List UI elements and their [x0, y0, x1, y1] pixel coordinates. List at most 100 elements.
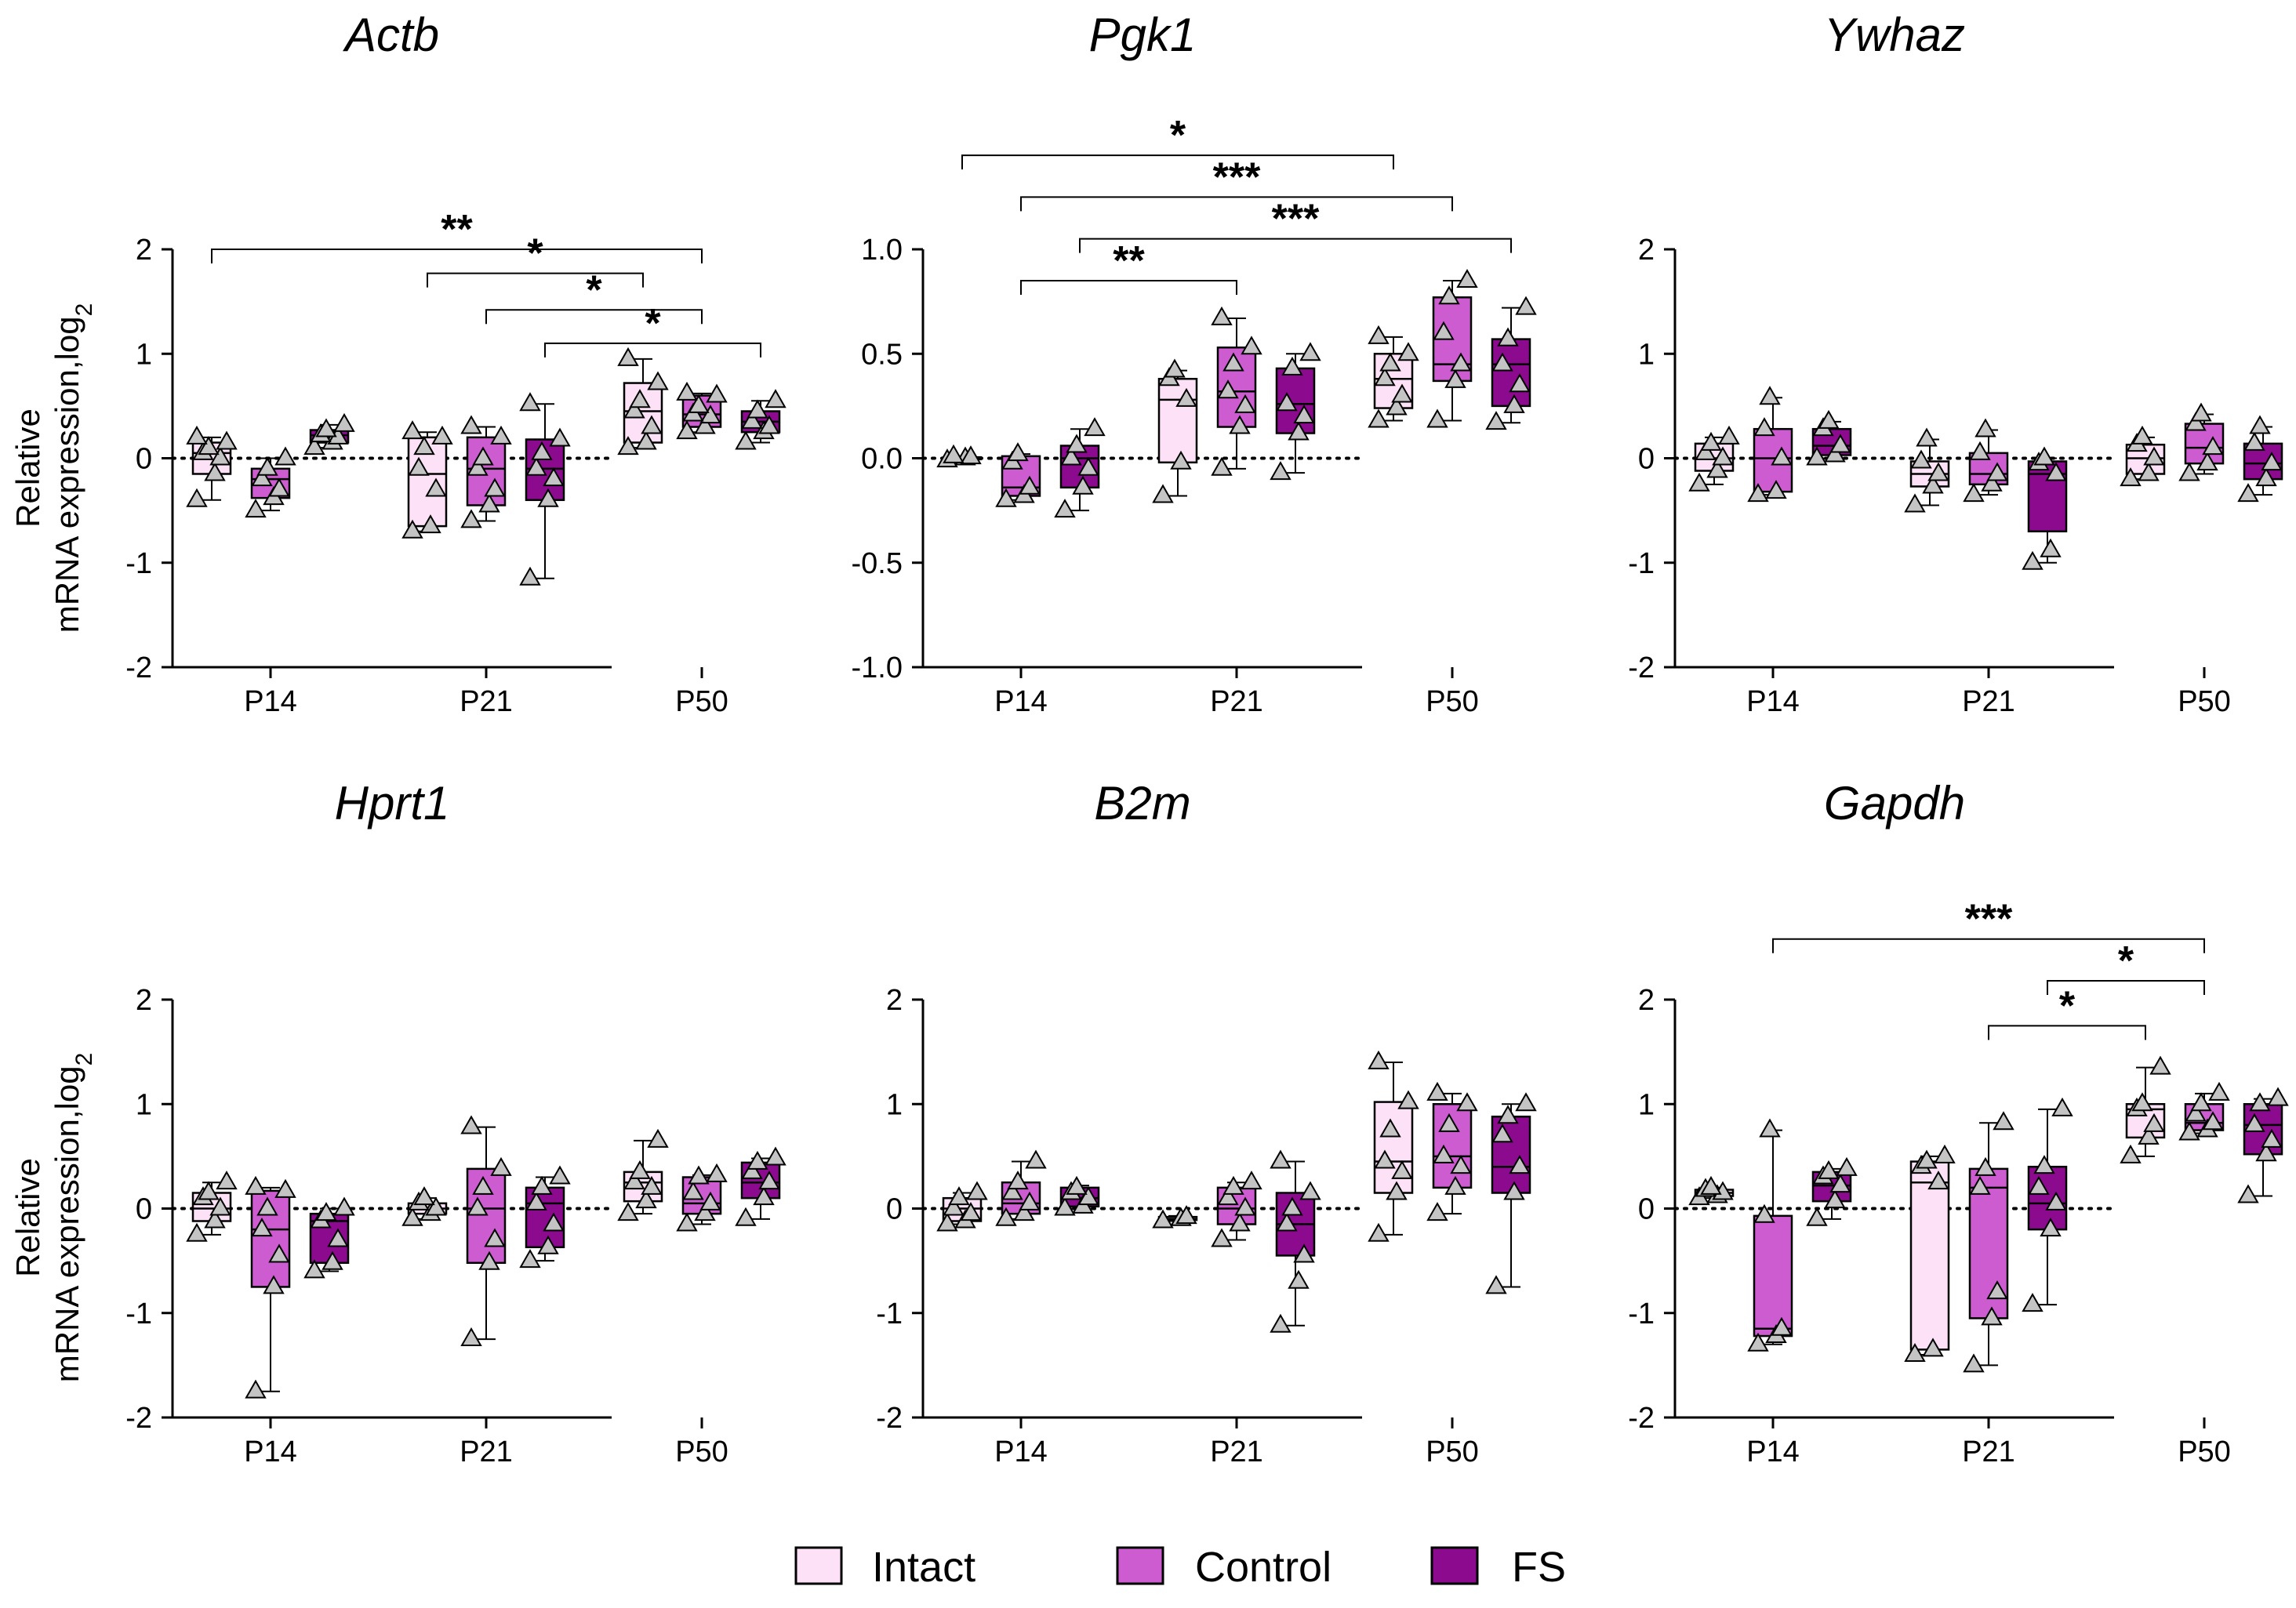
- data-point: [1993, 1111, 2014, 1131]
- data-point: [1397, 342, 1419, 361]
- box-intact-p21: [1152, 1205, 1198, 1229]
- significance-label: **: [441, 207, 473, 252]
- y-tick-label: -1: [1628, 1298, 1655, 1330]
- significance-label: *: [2118, 938, 2134, 984]
- box-fs-p21: [2022, 446, 2068, 570]
- chart-title: Hprt1: [335, 777, 450, 829]
- data-point: [1293, 405, 1315, 424]
- data-point: [519, 1249, 541, 1269]
- data-point: [1515, 1092, 1537, 1112]
- data-point: [2267, 1087, 2289, 1106]
- data-point: [694, 415, 716, 434]
- data-point: [2190, 1092, 2212, 1112]
- data-point: [1054, 1196, 1076, 1216]
- data-point: [245, 1175, 267, 1195]
- data-point: [268, 477, 290, 497]
- data-point: [408, 456, 430, 476]
- box-iqr: [1432, 1103, 1473, 1189]
- data-point: [1829, 1174, 1851, 1193]
- data-point: [531, 1175, 553, 1195]
- data-point: [1368, 1050, 1390, 1069]
- data-point: [216, 1171, 238, 1190]
- data-point: [2022, 1293, 2044, 1312]
- data-point: [706, 383, 728, 403]
- data-point: [2237, 1184, 2259, 1203]
- significance-label: **: [1113, 238, 1145, 284]
- data-point: [995, 488, 1017, 507]
- data-point: [1444, 368, 1466, 388]
- data-point: [2208, 1081, 2230, 1101]
- significance-label: *: [527, 231, 543, 277]
- data-point: [1397, 1090, 1419, 1109]
- data-point: [2033, 1155, 2055, 1174]
- data-point: [1299, 342, 1321, 361]
- y-tick-label: 1: [1638, 1088, 1655, 1121]
- significance-label: *: [645, 301, 661, 347]
- bracket-line: [1020, 196, 1453, 212]
- data-point: [1981, 472, 2003, 492]
- box-fs-p50: [735, 389, 787, 450]
- data-point: [676, 1212, 698, 1232]
- y-tick-label: 0: [886, 1193, 903, 1226]
- data-point: [948, 1186, 970, 1206]
- data-point: [617, 347, 639, 366]
- x-tick-label: P21: [1962, 1436, 2015, 1468]
- data-point: [765, 1146, 787, 1166]
- y-tick-label: -1: [125, 547, 152, 580]
- box-iqr: [1909, 1160, 1950, 1351]
- data-point: [2178, 1121, 2200, 1141]
- data-point: [216, 430, 238, 450]
- x-tick-label: P50: [2178, 1436, 2231, 1468]
- y-axis-labels: Relative mRNA expression,log2 Relative m…: [9, 303, 97, 1383]
- y-tick-label: -2: [125, 1402, 152, 1435]
- box-fs-p14: [303, 1196, 355, 1279]
- data-point: [1077, 1186, 1099, 1206]
- data-point: [1368, 1222, 1390, 1242]
- data-point: [2040, 1218, 2062, 1237]
- box-iqr: [1157, 377, 1198, 464]
- data-point: [1164, 358, 1186, 378]
- data-point: [2143, 446, 2165, 466]
- legend-swatch-control: [1116, 1546, 1164, 1585]
- significance-bracket: *: [1988, 983, 2146, 1040]
- data-point: [2185, 412, 2207, 431]
- data-point: [198, 1181, 220, 1200]
- data-point: [1374, 1149, 1396, 1169]
- y-tick-label: 0: [136, 1193, 152, 1226]
- box-control-p14: [995, 1149, 1047, 1226]
- legend-label-fs: FS: [1512, 1544, 1566, 1591]
- box-intact-p21: [1904, 1144, 1956, 1363]
- data-point: [995, 1207, 1017, 1226]
- data-point: [1450, 352, 1472, 372]
- x-tick-label: P14: [1746, 1436, 1800, 1468]
- chart-title: Pgk1: [1089, 9, 1197, 61]
- box-intact-p50: [2120, 1055, 2171, 1163]
- data-point: [1299, 1181, 1321, 1200]
- bracket-line: [1020, 279, 1237, 295]
- data-point: [531, 441, 553, 460]
- y-tick-label: 1.0: [861, 234, 903, 267]
- chart-title: Actb: [343, 9, 439, 61]
- x-tick-label: P50: [675, 685, 728, 718]
- data-point: [1836, 1156, 1858, 1176]
- data-point: [617, 436, 639, 456]
- bracket-line: [1772, 938, 2205, 953]
- data-point: [2178, 462, 2200, 481]
- data-point: [741, 409, 763, 429]
- data-point: [1229, 1212, 1251, 1232]
- data-point: [1433, 1144, 1455, 1163]
- data-point: [1293, 1243, 1315, 1263]
- box-intact-p21: [401, 420, 453, 539]
- data-point: [425, 1196, 447, 1216]
- data-point: [629, 1160, 651, 1179]
- legend-item-fs: FS: [1430, 1544, 1566, 1591]
- data-point: [1072, 475, 1094, 495]
- data-point: [2143, 1113, 2165, 1132]
- data-point: [1450, 1155, 1472, 1174]
- data-point: [676, 420, 698, 440]
- data-point: [1066, 434, 1088, 453]
- data-point: [1007, 1171, 1029, 1190]
- data-point: [401, 519, 423, 539]
